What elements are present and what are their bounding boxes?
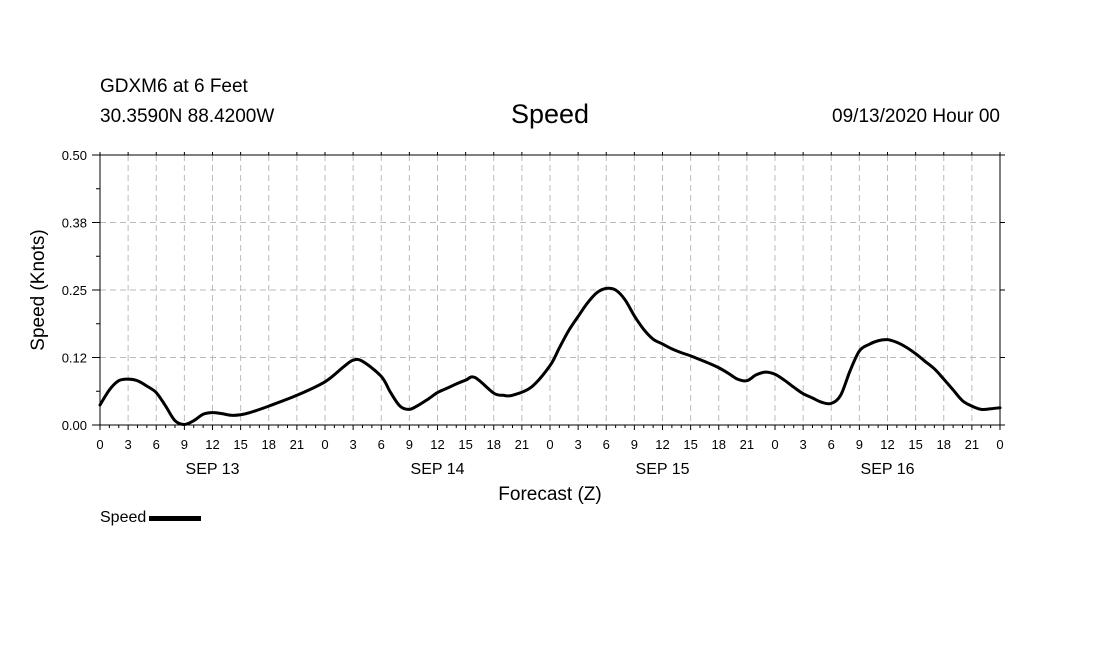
- y-tick-label: 0.25: [62, 283, 87, 298]
- y-tick-label: 0.50: [62, 148, 87, 163]
- x-tick-label: 3: [575, 437, 582, 452]
- x-tick-label: 9: [631, 437, 638, 452]
- x-tick-label: 15: [683, 437, 697, 452]
- day-label: SEP 13: [186, 461, 240, 478]
- label-layer: 0.00 0.12 0.25 0.38 0.50 0 3 6 9 12 15 18 21 0 3 6 9 12 15…: [28, 148, 1004, 505]
- tick-layer: [92, 152, 1005, 430]
- y-tick-label: 0.12: [62, 351, 87, 366]
- forecast-date-label: 09/13/2020 Hour 00: [832, 106, 1000, 127]
- x-tick-label: 9: [856, 437, 863, 452]
- x-tick-label: 12: [655, 437, 669, 452]
- x-tick-label: 0: [771, 437, 778, 452]
- grid-layer: [100, 155, 1000, 425]
- x-tick-label: 6: [378, 437, 385, 452]
- x-tick-label: 18: [262, 437, 276, 452]
- x-tick-label: 21: [515, 437, 529, 452]
- x-tick-label: 15: [233, 437, 247, 452]
- day-label: SEP 16: [861, 461, 915, 478]
- x-tick-label: 6: [153, 437, 160, 452]
- y-tick-label: 0.38: [62, 216, 87, 231]
- x-tick-label: 6: [603, 437, 610, 452]
- x-tick-label: 3: [350, 437, 357, 452]
- x-axis-title: Forecast (Z): [498, 484, 601, 505]
- legend: Speed: [100, 509, 202, 527]
- x-tick-label: 0: [96, 437, 103, 452]
- y-tick-label: 0.00: [62, 418, 87, 433]
- coordinates-label: 30.3590N 88.4200W: [100, 106, 275, 127]
- x-tick-label: 18: [712, 437, 726, 452]
- plot-frame: [99, 154, 1001, 426]
- legend-line-swatch: [149, 515, 202, 521]
- x-tick-label: 12: [430, 437, 444, 452]
- x-tick-label: 3: [125, 437, 132, 452]
- x-tick-label: 0: [546, 437, 553, 452]
- x-tick-label: 12: [205, 437, 219, 452]
- x-tick-label: 21: [965, 437, 979, 452]
- x-tick-label: 15: [908, 437, 922, 452]
- x-tick-label: 15: [458, 437, 472, 452]
- legend-label: Speed: [100, 509, 147, 526]
- x-tick-label: 18: [487, 437, 501, 452]
- x-tick-label: 9: [406, 437, 413, 452]
- station-label: GDXM6 at 6 Feet: [100, 76, 248, 97]
- day-label: SEP 14: [411, 461, 465, 478]
- x-tick-label: 12: [880, 437, 894, 452]
- x-tick-label: 18: [937, 437, 951, 452]
- chart-title: Speed: [510, 99, 590, 129]
- x-tick-label: 0: [321, 437, 328, 452]
- x-tick-label: 21: [290, 437, 304, 452]
- y-axis-title: Speed (Knots): [28, 229, 49, 350]
- x-tick-label: 3: [800, 437, 807, 452]
- speed-series-line: [98, 286, 1002, 426]
- x-tick-label: 21: [740, 437, 754, 452]
- x-tick-label: 0: [996, 437, 1003, 452]
- series-layer: [98, 286, 1002, 426]
- x-tick-label: 9: [181, 437, 188, 452]
- x-tick-label: 6: [828, 437, 835, 452]
- day-label: SEP 15: [636, 461, 690, 478]
